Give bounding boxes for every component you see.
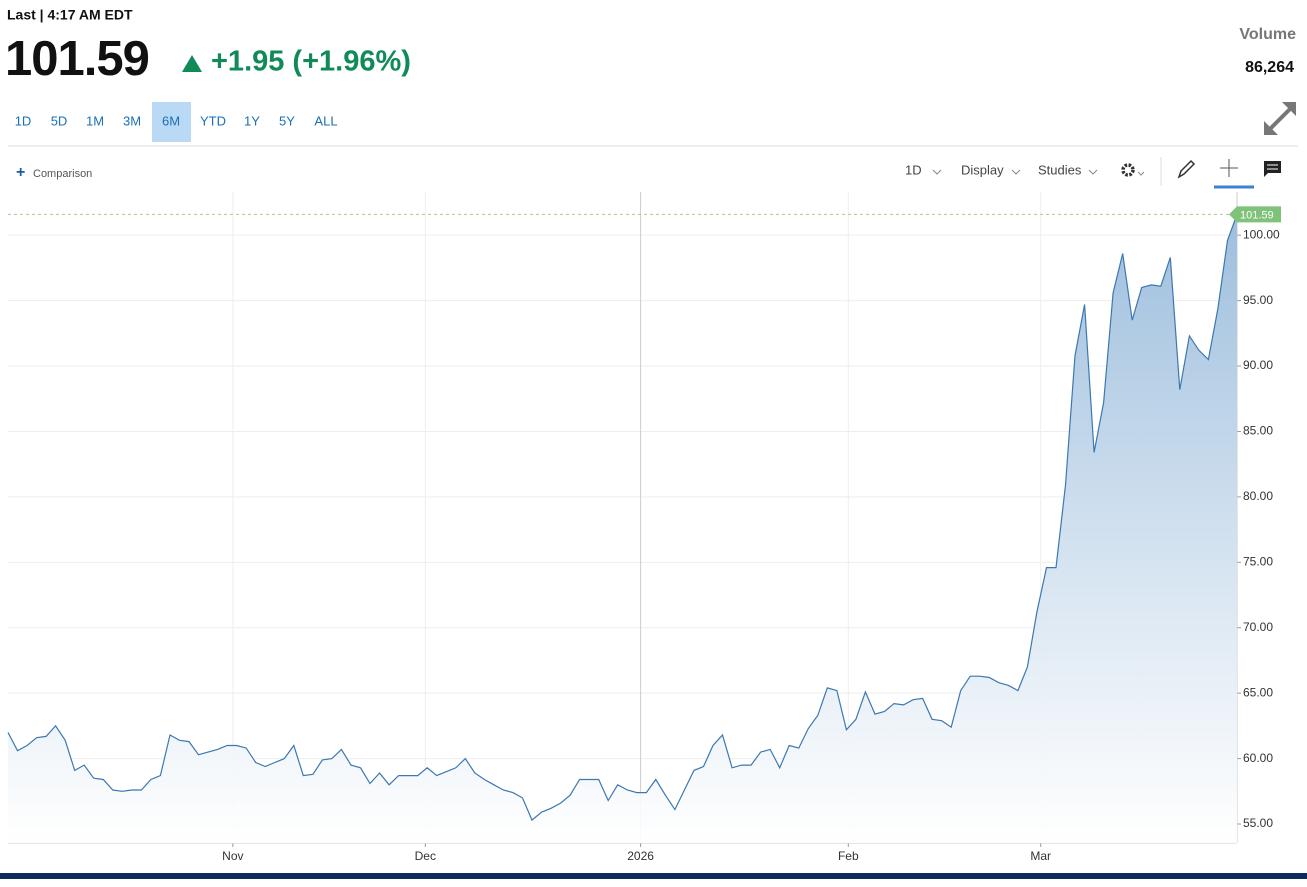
y-tick-label: 100.00 [1243,227,1280,241]
y-tick-label: 80.00 [1243,489,1273,503]
range-buttons: 1D 5D 1M 3M 6M YTD 1Y 5Y ALL [15,102,338,142]
footer-bar [0,873,1307,879]
settings-icon[interactable] [1121,163,1145,177]
comment-icon[interactable] [1264,161,1281,177]
x-tick-label: 2026 [627,849,654,863]
range-label: 5D [51,113,68,128]
chevron [1088,169,1098,175]
expand-icon[interactable] [1264,102,1296,135]
y-tick-label: 85.00 [1243,424,1273,438]
y-tick-label: 75.00 [1243,554,1273,568]
range-button[interactable]: YTD [200,113,226,128]
range-button[interactable]: 3M [123,113,141,128]
interval[interactable]: 1D [905,162,922,177]
range-button[interactable]: 6M [152,102,191,142]
y-tick-label: 65.00 [1243,685,1273,699]
range-button[interactable]: 1D [15,113,32,128]
x-tick-label: Dec [415,849,436,863]
x-tick-label: Mar [1030,849,1051,863]
comparison: Comparison [33,168,92,180]
range-label: ALL [314,113,337,128]
plus-icon: + [16,164,25,181]
up-arrow [182,55,202,72]
range-button[interactable]: 5D [51,113,68,128]
y-tick-label: 60.00 [1243,751,1273,765]
chevron [1011,169,1021,175]
range-button[interactable]: 1Y [244,113,260,128]
range-highlight [152,102,191,142]
chevron [932,169,942,175]
x-tick-label: Nov [222,849,243,863]
range-label: 5Y [279,113,295,128]
area [8,214,1237,843]
range-label: 6M [162,113,180,128]
volume: 86,264 [1245,59,1294,76]
range-label: 1D [15,113,32,128]
status: Last | 4:17 AM EDT [7,7,133,23]
y-tick-label: 95.00 [1243,293,1273,307]
crosshair-icon[interactable] [1214,159,1254,189]
range-button[interactable]: 5Y [279,113,295,128]
range-button[interactable]: 1M [86,113,104,128]
range-label: 1M [86,113,104,128]
change: +1.95 (+1.96%) [211,46,411,78]
range-label: 3M [123,113,141,128]
range-label: 1Y [244,113,260,128]
comparison-button[interactable]: + Comparison [16,164,92,181]
x-tick-label: Feb [838,849,859,863]
price-line [7,214,1238,822]
last-price-tag [1229,206,1281,223]
volume-label: Volume [1239,26,1296,43]
draw-icon[interactable] [1177,159,1196,179]
display[interactable]: Display [961,162,1004,177]
last-price: 101.59 [1240,209,1274,221]
price: 101.59 [5,32,149,86]
y-tick-label: 90.00 [1243,358,1273,372]
chart: 55.00 60.00 65.00 70.00 75.00 80.00 85.00 90.00… [7,192,1281,863]
range-button[interactable]: ALL [314,113,337,128]
y-tick-label: 55.00 [1243,816,1273,830]
studies[interactable]: Studies [1038,162,1082,177]
y-tick-label: 70.00 [1243,620,1273,634]
range-label: YTD [200,113,226,128]
